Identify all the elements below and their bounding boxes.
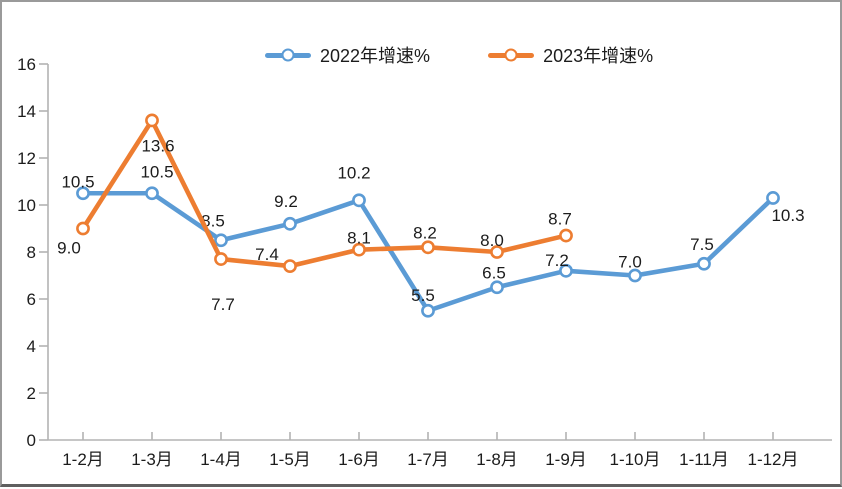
y-axis-label: 8 xyxy=(27,243,36,262)
x-axis-label: 1-12月 xyxy=(747,450,798,469)
data-label-2022年增速%: 5.5 xyxy=(411,286,435,305)
x-axis-label: 1-2月 xyxy=(62,450,104,469)
y-axis-label: 14 xyxy=(17,102,36,121)
y-axis-label: 12 xyxy=(17,149,36,168)
data-point-marker-2023年增速% xyxy=(490,245,504,259)
legend-label-2023: 2023年增速% xyxy=(543,46,654,66)
data-label-2022年增速%: 8.5 xyxy=(201,211,225,230)
data-label-2023年增速%: 9.0 xyxy=(57,239,81,258)
legend-label-2022: 2022年增速% xyxy=(320,46,431,66)
data-label-2022年增速%: 7.5 xyxy=(690,235,714,254)
y-axis-label: 6 xyxy=(27,290,36,309)
legend-line-marker-2023-icon xyxy=(488,48,535,62)
data-point-marker-2023年增速% xyxy=(283,259,297,273)
y-axis-label: 2 xyxy=(27,384,36,403)
data-label-2022年增速%: 10.5 xyxy=(61,172,94,191)
data-point-marker-2023年增速% xyxy=(421,240,435,255)
data-point-marker-2022年增速% xyxy=(766,191,780,205)
data-label-2023年增速%: 7.4 xyxy=(255,245,279,264)
data-point-marker-2023年增速% xyxy=(214,252,228,266)
chart-legend: 2022年增速% 2023年增速% xyxy=(265,42,653,68)
data-label-2022年增速%: 10.2 xyxy=(337,163,370,182)
legend-circle-marker-2022-icon xyxy=(281,48,295,62)
data-point-marker-2023年增速% xyxy=(559,228,573,243)
data-point-marker-2022年增速% xyxy=(628,268,642,283)
data-point-marker-2023年增速% xyxy=(352,242,366,257)
data-label-2022年增速%: 10.3 xyxy=(771,206,804,225)
x-axis-label: 1-9月 xyxy=(545,450,587,469)
legend-circle-marker-2023-icon xyxy=(504,48,518,62)
legend-item-2022: 2022年增速% xyxy=(265,42,430,68)
y-axis-label: 4 xyxy=(27,337,36,356)
data-label-2023年增速%: 13.6 xyxy=(141,136,174,155)
data-label-2023年增速%: 8.2 xyxy=(413,223,437,242)
y-axis-label: 10 xyxy=(17,196,36,215)
x-axis-label: 1-7月 xyxy=(407,450,449,469)
data-point-marker-2022年增速% xyxy=(559,263,573,278)
data-point-marker-2022年增速% xyxy=(421,303,435,318)
legend-item-2023: 2023年增速% xyxy=(488,42,653,68)
data-point-marker-2022年增速% xyxy=(145,186,159,201)
data-point-marker-2023年增速% xyxy=(145,113,159,128)
x-axis-label: 1-8月 xyxy=(476,450,518,469)
legend-line-marker-2022-icon xyxy=(265,48,311,62)
data-point-marker-2022年增速% xyxy=(490,280,504,295)
x-axis-label: 1-10月 xyxy=(609,450,660,469)
x-axis-label: 1-6月 xyxy=(338,450,380,469)
data-label-2022年增速%: 9.2 xyxy=(274,192,298,211)
data-label-2023年增速%: 8.0 xyxy=(480,231,504,250)
x-axis-label: 1-11月 xyxy=(679,450,729,469)
data-label-2022年增速%: 7.0 xyxy=(618,253,642,272)
data-point-marker-2022年增速% xyxy=(697,256,711,271)
data-label-2022年增速%: 7.2 xyxy=(545,251,569,270)
data-point-marker-2022年增速% xyxy=(214,233,228,248)
series-line-2023年增速% xyxy=(80,118,569,269)
data-label-2023年增速%: 8.1 xyxy=(347,229,371,248)
x-axis-label: 1-3月 xyxy=(131,450,173,469)
y-axis-label: 16 xyxy=(17,55,36,74)
data-point-marker-2023年增速% xyxy=(76,221,90,236)
data-label-2022年增速%: 6.5 xyxy=(482,263,506,282)
data-label-2023年增速%: 7.7 xyxy=(211,295,235,314)
data-point-marker-2022年增速% xyxy=(76,186,90,201)
y-axis-label: 0 xyxy=(27,431,36,450)
x-axis-label: 1-5月 xyxy=(269,450,311,469)
data-label-2022年增速%: 10.5 xyxy=(140,162,173,181)
x-axis-label: 1-4月 xyxy=(200,450,242,469)
data-point-marker-2022年增速% xyxy=(352,193,366,208)
data-point-marker-2022年增速% xyxy=(283,216,297,231)
data-label-2023年增速%: 8.7 xyxy=(548,210,572,229)
